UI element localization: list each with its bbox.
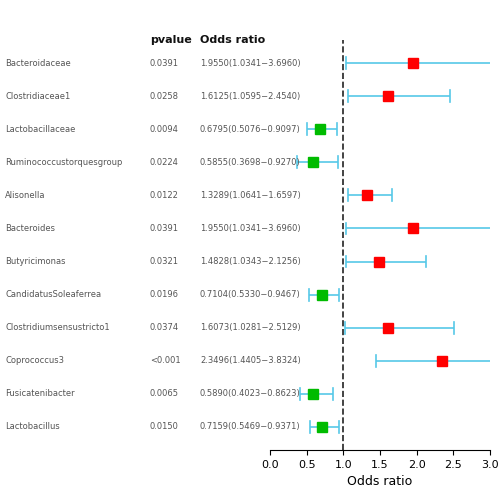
- Text: Alisonella: Alisonella: [5, 191, 46, 200]
- Text: 0.7104(0.5330−0.9467): 0.7104(0.5330−0.9467): [200, 290, 301, 299]
- Text: 0.6795(0.5076−0.9097): 0.6795(0.5076−0.9097): [200, 125, 301, 134]
- Text: 0.0374: 0.0374: [150, 323, 179, 332]
- Text: 1.9550(1.0341−3.6960): 1.9550(1.0341−3.6960): [200, 224, 300, 233]
- Text: Clostridiumsensustricto1: Clostridiumsensustricto1: [5, 323, 110, 332]
- Text: Fusicatenibacter: Fusicatenibacter: [5, 390, 74, 398]
- Text: 1.6125(1.0595−2.4540): 1.6125(1.0595−2.4540): [200, 92, 300, 100]
- Text: Lactobacillaceae: Lactobacillaceae: [5, 125, 76, 134]
- Text: Coprococcus3: Coprococcus3: [5, 356, 64, 365]
- Text: 0.0258: 0.0258: [150, 92, 179, 100]
- Text: 1.4828(1.0343−2.1256): 1.4828(1.0343−2.1256): [200, 257, 301, 266]
- Text: Ruminococcustorquesgroup: Ruminococcustorquesgroup: [5, 158, 122, 167]
- Text: Lactobacillus: Lactobacillus: [5, 422, 60, 432]
- Text: 0.5855(0.3698−0.9270): 0.5855(0.3698−0.9270): [200, 158, 301, 167]
- Text: Clostridiaceae1: Clostridiaceae1: [5, 92, 70, 100]
- Text: 0.0065: 0.0065: [150, 390, 179, 398]
- Text: 0.0224: 0.0224: [150, 158, 179, 167]
- Text: 0.0321: 0.0321: [150, 257, 179, 266]
- Text: Bacteroides: Bacteroides: [5, 224, 55, 233]
- Text: CandidatusSoleaferrea: CandidatusSoleaferrea: [5, 290, 101, 299]
- Text: Butyricimonas: Butyricimonas: [5, 257, 66, 266]
- Text: <0.001: <0.001: [150, 356, 180, 365]
- Text: 1.3289(1.0641−1.6597): 1.3289(1.0641−1.6597): [200, 191, 301, 200]
- Text: 0.0391: 0.0391: [150, 224, 179, 233]
- Text: 0.0391: 0.0391: [150, 58, 179, 68]
- Text: 1.6073(1.0281−2.5129): 1.6073(1.0281−2.5129): [200, 323, 300, 332]
- Text: 0.0094: 0.0094: [150, 125, 179, 134]
- Text: Bacteroidaceae: Bacteroidaceae: [5, 58, 71, 68]
- Text: 1.9550(1.0341−3.6960): 1.9550(1.0341−3.6960): [200, 58, 300, 68]
- Text: pvalue: pvalue: [150, 35, 192, 45]
- Text: 0.0196: 0.0196: [150, 290, 179, 299]
- Text: 2.3496(1.4405−3.8324): 2.3496(1.4405−3.8324): [200, 356, 301, 365]
- Text: 0.0122: 0.0122: [150, 191, 179, 200]
- Text: Odds ratio: Odds ratio: [200, 35, 265, 45]
- X-axis label: Odds ratio: Odds ratio: [348, 476, 412, 488]
- Text: 0.5890(0.4023−0.8623): 0.5890(0.4023−0.8623): [200, 390, 301, 398]
- Text: 0.7159(0.5469−0.9371): 0.7159(0.5469−0.9371): [200, 422, 300, 432]
- Text: 0.0150: 0.0150: [150, 422, 179, 432]
